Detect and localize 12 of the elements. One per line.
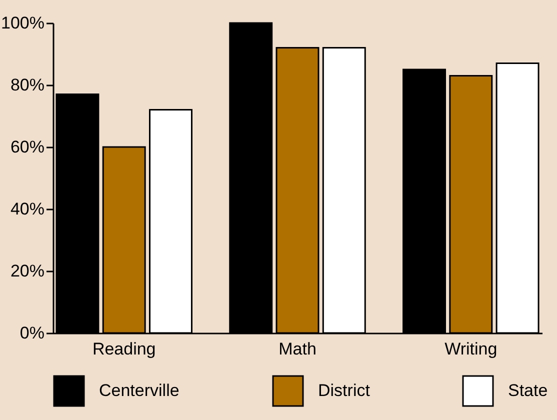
y-tick-label: 0% <box>20 324 44 342</box>
y-tick-label: 60% <box>10 138 44 156</box>
x-tick-label: Math <box>278 340 316 358</box>
legend-label: Centerville <box>99 381 180 400</box>
y-tick-label: 100% <box>1 14 44 32</box>
y-tick-label: 80% <box>10 76 44 94</box>
y-tick-label: 40% <box>10 200 44 218</box>
y-tick-label: 20% <box>10 262 44 280</box>
x-tick-label: Reading <box>92 340 156 358</box>
x-tick-label: Writing <box>444 340 498 358</box>
legend-label: State <box>508 381 548 400</box>
legend-label: District <box>318 381 370 400</box>
